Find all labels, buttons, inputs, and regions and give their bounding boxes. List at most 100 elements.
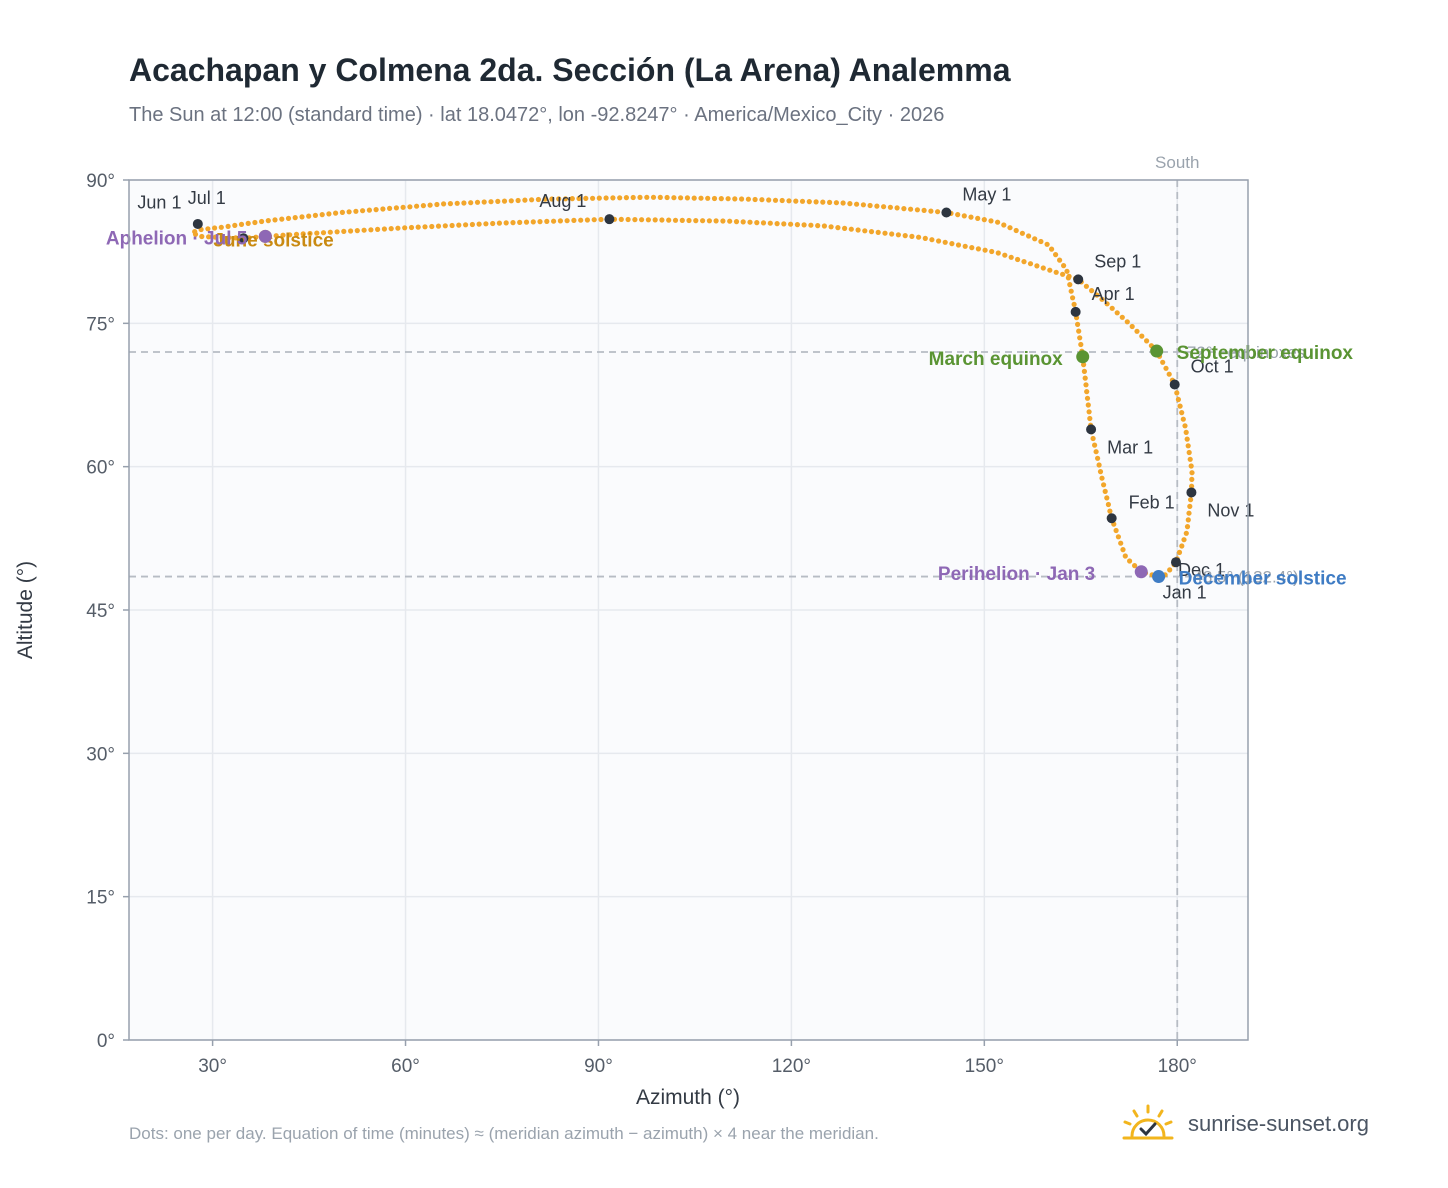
day-dot (206, 234, 212, 240)
day-dot (936, 238, 942, 244)
day-dot (874, 203, 880, 209)
day-dot (353, 208, 359, 214)
day-dot (300, 231, 306, 237)
day-dot (935, 209, 941, 215)
axis-ticks: 30° 60° 90° 120° 150° 180° 0° 15° 30° 45° 60° 75° 90… (86, 171, 1197, 1077)
day-dot (1092, 442, 1098, 448)
day-dot (632, 217, 638, 223)
day-dot (955, 242, 962, 248)
day-dot (752, 196, 758, 203)
day-dot (1132, 563, 1138, 569)
month-marker (1086, 424, 1097, 435)
day-dot (922, 235, 928, 241)
day-dot (1183, 530, 1189, 536)
day-dot (786, 198, 792, 204)
day-dot (292, 215, 298, 221)
day-dot (591, 217, 597, 223)
day-dot (1188, 497, 1194, 503)
event-marker (1150, 344, 1164, 358)
day-dot (503, 220, 509, 226)
day-dot (808, 222, 814, 228)
day-dot (233, 235, 239, 241)
day-dot (895, 232, 902, 238)
day-dot (1082, 375, 1088, 381)
day-dot (1188, 463, 1194, 469)
day-dot (557, 218, 564, 224)
day-dot (652, 217, 658, 223)
month-marker (1169, 379, 1180, 390)
day-dot (732, 196, 738, 202)
day-dot (1021, 259, 1027, 265)
y-tick-label: 90° (86, 171, 115, 192)
day-dot (361, 227, 367, 233)
day-dot (1166, 371, 1172, 377)
day-dot (476, 221, 482, 227)
day-dot (623, 195, 630, 201)
day-dot (434, 201, 440, 208)
day-dot (1127, 558, 1133, 564)
day-dot (700, 218, 706, 224)
day-dot (657, 194, 663, 200)
day-dot (510, 220, 516, 226)
day-dot (429, 223, 435, 230)
x-tick-label: 150° (965, 1056, 1004, 1077)
day-dot (693, 218, 699, 224)
day-dot (772, 197, 779, 203)
day-dot (461, 200, 467, 206)
day-dot (1032, 236, 1038, 242)
day-dot (678, 195, 684, 201)
chart-title: Acachapan y Colmena 2da. Sección (La Are… (129, 52, 1011, 88)
day-dot (630, 194, 636, 201)
day-dot (395, 225, 401, 231)
day-dot (801, 222, 807, 228)
day-dot (1129, 323, 1135, 330)
day-dot (1104, 495, 1110, 501)
day-dot (212, 225, 218, 231)
day-dot (603, 195, 609, 201)
day-dot (442, 223, 448, 229)
event-markers: June solstice December solstice March equi… (106, 228, 1354, 589)
day-dot (1094, 292, 1100, 298)
month-marker-label: Jul 1 (188, 188, 226, 208)
day-dot (860, 202, 867, 208)
day-dot (373, 207, 379, 213)
day-dot (279, 216, 285, 222)
day-dot (245, 220, 251, 226)
day-dot (767, 220, 773, 226)
y-tick-label: 75° (86, 314, 115, 335)
day-dot (908, 206, 914, 212)
day-dot (882, 230, 888, 236)
day-dot (495, 198, 501, 204)
day-dot (483, 221, 489, 227)
brand[interactable]: sunrise-sunset.org (1120, 1102, 1369, 1146)
month-marker-label: May 1 (962, 184, 1011, 204)
day-dot (1160, 359, 1166, 365)
day-dot (1089, 288, 1095, 294)
day-dot (813, 199, 819, 205)
day-dot (1013, 227, 1019, 234)
reference-line-label: 48.5° (132.4°) (1193, 568, 1298, 587)
day-dot (1102, 488, 1108, 494)
day-dot (1019, 230, 1025, 236)
day-dot (781, 221, 787, 227)
day-dot (1090, 435, 1096, 442)
day-dot (381, 226, 387, 232)
month-marker (941, 207, 952, 218)
day-dot (469, 221, 475, 228)
day-dot (1078, 341, 1084, 348)
month-marker-label: Jun 1 (137, 192, 181, 212)
day-dot (422, 224, 428, 230)
brand-name[interactable]: sunrise-sunset.org (1188, 1111, 1369, 1136)
day-dot (551, 218, 557, 224)
day-dot (1049, 246, 1055, 252)
day-dot (745, 196, 752, 202)
event-label: Perihelion · Jan 3 (938, 564, 1095, 585)
day-dot (1083, 382, 1089, 388)
day-dot (975, 246, 982, 252)
day-dot (1081, 362, 1087, 368)
day-dot (995, 250, 1001, 256)
day-dot (341, 228, 347, 234)
day-dot (988, 218, 994, 224)
day-dot (1001, 222, 1007, 228)
day-dot (921, 207, 927, 213)
